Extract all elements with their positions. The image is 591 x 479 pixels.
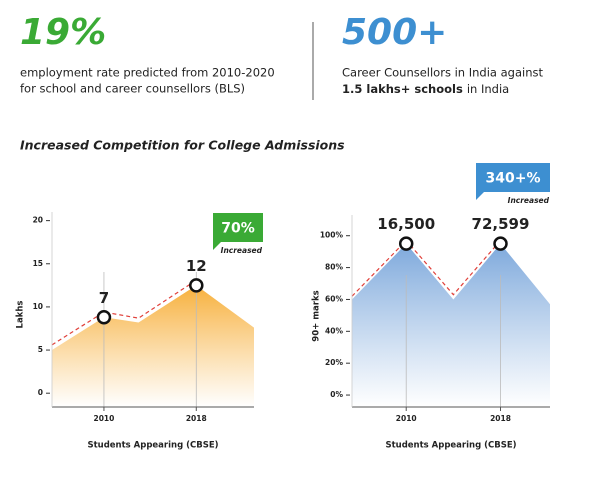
badge-subtext: Increased <box>508 196 550 205</box>
y-tick-label: 15 <box>33 259 43 268</box>
x-axis-label: Students Appearing (CBSE) <box>385 441 516 451</box>
y-tick-label: 5 <box>38 345 43 354</box>
y-tick-label: 0 <box>38 388 43 397</box>
point-label: 72,599 <box>472 215 530 233</box>
y-axis-label: 90+ marks <box>312 290 322 341</box>
badge-text: 340+% <box>486 171 541 187</box>
badge-text: 70% <box>221 221 255 237</box>
y-tick-label: 10 <box>33 302 43 311</box>
stat-text: employment rate predicted from 2010-2020 <box>20 66 275 80</box>
stat-value: 19% <box>20 12 106 53</box>
trend-line <box>351 239 501 297</box>
x-tick-label: 2010 <box>94 414 115 423</box>
data-point <box>189 278 204 293</box>
badge <box>476 163 550 192</box>
y-tick-label: 0% <box>330 390 343 399</box>
data-point <box>398 236 414 251</box>
stat-text: in India <box>467 82 509 96</box>
data-point <box>96 310 112 325</box>
stat-bold: 1.5 lakhs+ schools <box>342 82 463 96</box>
point-label: 12 <box>186 257 207 275</box>
area <box>352 243 550 407</box>
y-tick-label: 20% <box>325 358 343 367</box>
stat-text: 1.5 lakhs+ schools in India <box>342 82 509 96</box>
area <box>52 285 254 407</box>
badge-subtext: Increased <box>221 246 263 255</box>
y-tick-label: 80% <box>325 263 343 272</box>
y-axis-label: Lakhs <box>16 301 26 329</box>
x-tick-label: 2018 <box>490 414 511 423</box>
section-title: Increased Competition for College Admiss… <box>20 138 345 153</box>
x-axis-label: Students Appearing (CBSE) <box>87 441 218 451</box>
x-tick-label: 2010 <box>396 414 417 423</box>
badge-tail <box>476 191 485 200</box>
stat-text: Career Counsellors in India against <box>342 66 543 80</box>
stat-text: for school and career counsellors (BLS) <box>20 82 245 96</box>
x-tick-label: 2018 <box>186 414 207 423</box>
badge <box>213 213 263 242</box>
y-tick-label: 20 <box>33 216 43 225</box>
trend-line <box>51 279 197 346</box>
badge-tail <box>213 241 222 250</box>
data-point <box>493 236 508 251</box>
point-label: 16,500 <box>377 215 435 233</box>
point-label: 7 <box>99 289 109 307</box>
stat-value: 500+ <box>342 12 447 53</box>
y-tick-label: 60% <box>325 294 343 303</box>
y-tick-label: 40% <box>325 326 343 335</box>
y-tick-label: 100% <box>320 231 344 240</box>
